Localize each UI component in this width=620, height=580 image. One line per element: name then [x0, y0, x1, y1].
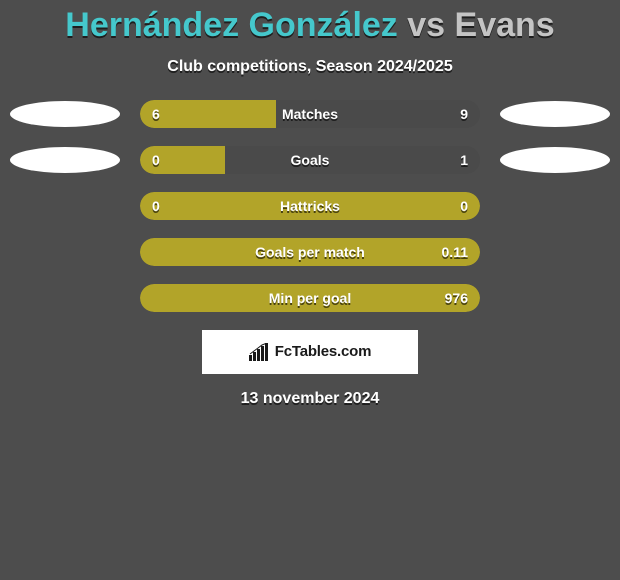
page-title: Hernández González vs Evans: [0, 0, 620, 44]
subtitle: Club competitions, Season 2024/2025: [0, 44, 620, 76]
date-line: 13 november 2024: [0, 374, 620, 408]
stat-bar: 69Matches: [140, 100, 480, 128]
title-left: Hernández González: [65, 6, 398, 44]
stat-label: Hattricks: [140, 192, 480, 220]
spacer: [500, 285, 610, 311]
title-vs: vs: [398, 6, 455, 44]
bars-icon: [249, 343, 271, 361]
stat-bar: 00Hattricks: [140, 192, 480, 220]
footer-brand-post: Tables.com: [292, 343, 371, 360]
spacer: [500, 239, 610, 265]
stats-container: 69Matches 01Goals 00Hattricks 0.11Goals per…: [0, 100, 620, 312]
stat-row: 0.11Goals per match: [0, 238, 620, 266]
footer-brand-text: FcTables.com: [275, 343, 372, 360]
stat-row: 976Min per goal: [0, 284, 620, 312]
footer-brand-pre: Fc: [275, 343, 292, 360]
stat-label: Matches: [140, 100, 480, 128]
stat-bar: 976Min per goal: [140, 284, 480, 312]
stat-label: Goals: [140, 146, 480, 174]
stat-label: Goals per match: [140, 238, 480, 266]
footer-logo: FcTables.com: [249, 343, 372, 361]
stat-label: Min per goal: [140, 284, 480, 312]
stat-row: 00Hattricks: [0, 192, 620, 220]
player-left-oval: [10, 147, 120, 173]
stat-bar: 01Goals: [140, 146, 480, 174]
spacer: [10, 193, 120, 219]
footer-brand-box: FcTables.com: [202, 330, 418, 374]
spacer: [500, 193, 610, 219]
player-left-oval: [10, 101, 120, 127]
player-right-oval: [500, 101, 610, 127]
spacer: [10, 239, 120, 265]
spacer: [10, 285, 120, 311]
title-right: Evans: [455, 6, 555, 44]
stat-bar: 0.11Goals per match: [140, 238, 480, 266]
stat-row: 01Goals: [0, 146, 620, 174]
player-right-oval: [500, 147, 610, 173]
stat-row: 69Matches: [0, 100, 620, 128]
